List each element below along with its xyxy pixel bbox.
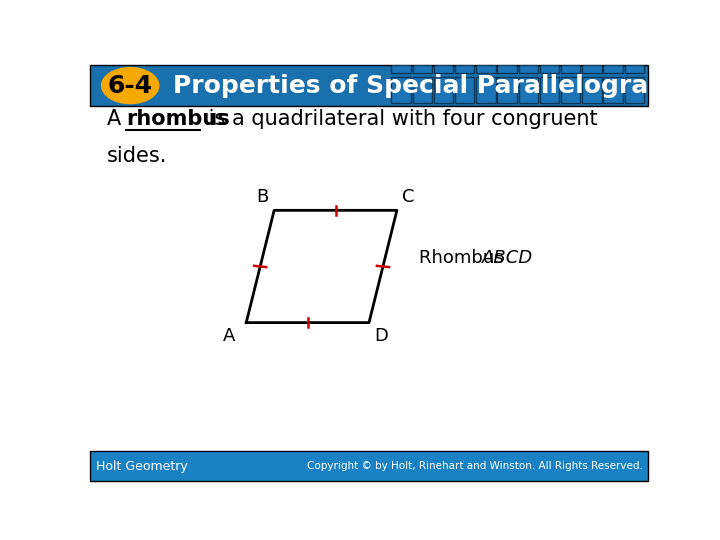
FancyBboxPatch shape <box>561 48 580 73</box>
FancyBboxPatch shape <box>455 48 474 73</box>
FancyBboxPatch shape <box>476 77 495 103</box>
Ellipse shape <box>101 67 159 104</box>
Text: Holt Geometry: Holt Geometry <box>96 460 187 472</box>
Text: rhombus: rhombus <box>126 109 230 129</box>
FancyBboxPatch shape <box>455 77 474 103</box>
FancyBboxPatch shape <box>498 48 517 73</box>
FancyBboxPatch shape <box>540 77 559 103</box>
FancyBboxPatch shape <box>413 77 432 103</box>
Text: A: A <box>107 109 127 129</box>
FancyBboxPatch shape <box>433 48 454 73</box>
FancyBboxPatch shape <box>540 48 559 73</box>
FancyBboxPatch shape <box>413 48 432 73</box>
Text: sides.: sides. <box>107 146 167 166</box>
Text: D: D <box>374 327 389 345</box>
Text: ABCD: ABCD <box>482 249 533 267</box>
FancyBboxPatch shape <box>561 77 580 103</box>
FancyBboxPatch shape <box>498 77 517 103</box>
Text: C: C <box>402 188 415 206</box>
FancyBboxPatch shape <box>433 77 454 103</box>
FancyBboxPatch shape <box>582 48 602 73</box>
FancyBboxPatch shape <box>603 77 623 103</box>
Text: 6-4: 6-4 <box>107 73 153 98</box>
Text: B: B <box>256 188 269 206</box>
FancyBboxPatch shape <box>90 65 648 106</box>
FancyBboxPatch shape <box>624 48 644 73</box>
FancyBboxPatch shape <box>603 48 623 73</box>
FancyBboxPatch shape <box>582 77 602 103</box>
Text: Copyright © by Holt, Rinehart and Winston. All Rights Reserved.: Copyright © by Holt, Rinehart and Winsto… <box>307 461 642 471</box>
FancyBboxPatch shape <box>624 77 644 103</box>
FancyBboxPatch shape <box>518 77 538 103</box>
FancyBboxPatch shape <box>476 48 495 73</box>
FancyBboxPatch shape <box>90 451 648 481</box>
FancyBboxPatch shape <box>392 77 411 103</box>
Text: is a quadrilateral with four congruent: is a quadrilateral with four congruent <box>202 109 597 129</box>
FancyBboxPatch shape <box>392 48 411 73</box>
Text: Rhombus: Rhombus <box>419 249 510 267</box>
Text: Properties of Special Parallelograms: Properties of Special Parallelograms <box>173 73 689 98</box>
Text: A: A <box>222 327 235 345</box>
FancyBboxPatch shape <box>518 48 538 73</box>
